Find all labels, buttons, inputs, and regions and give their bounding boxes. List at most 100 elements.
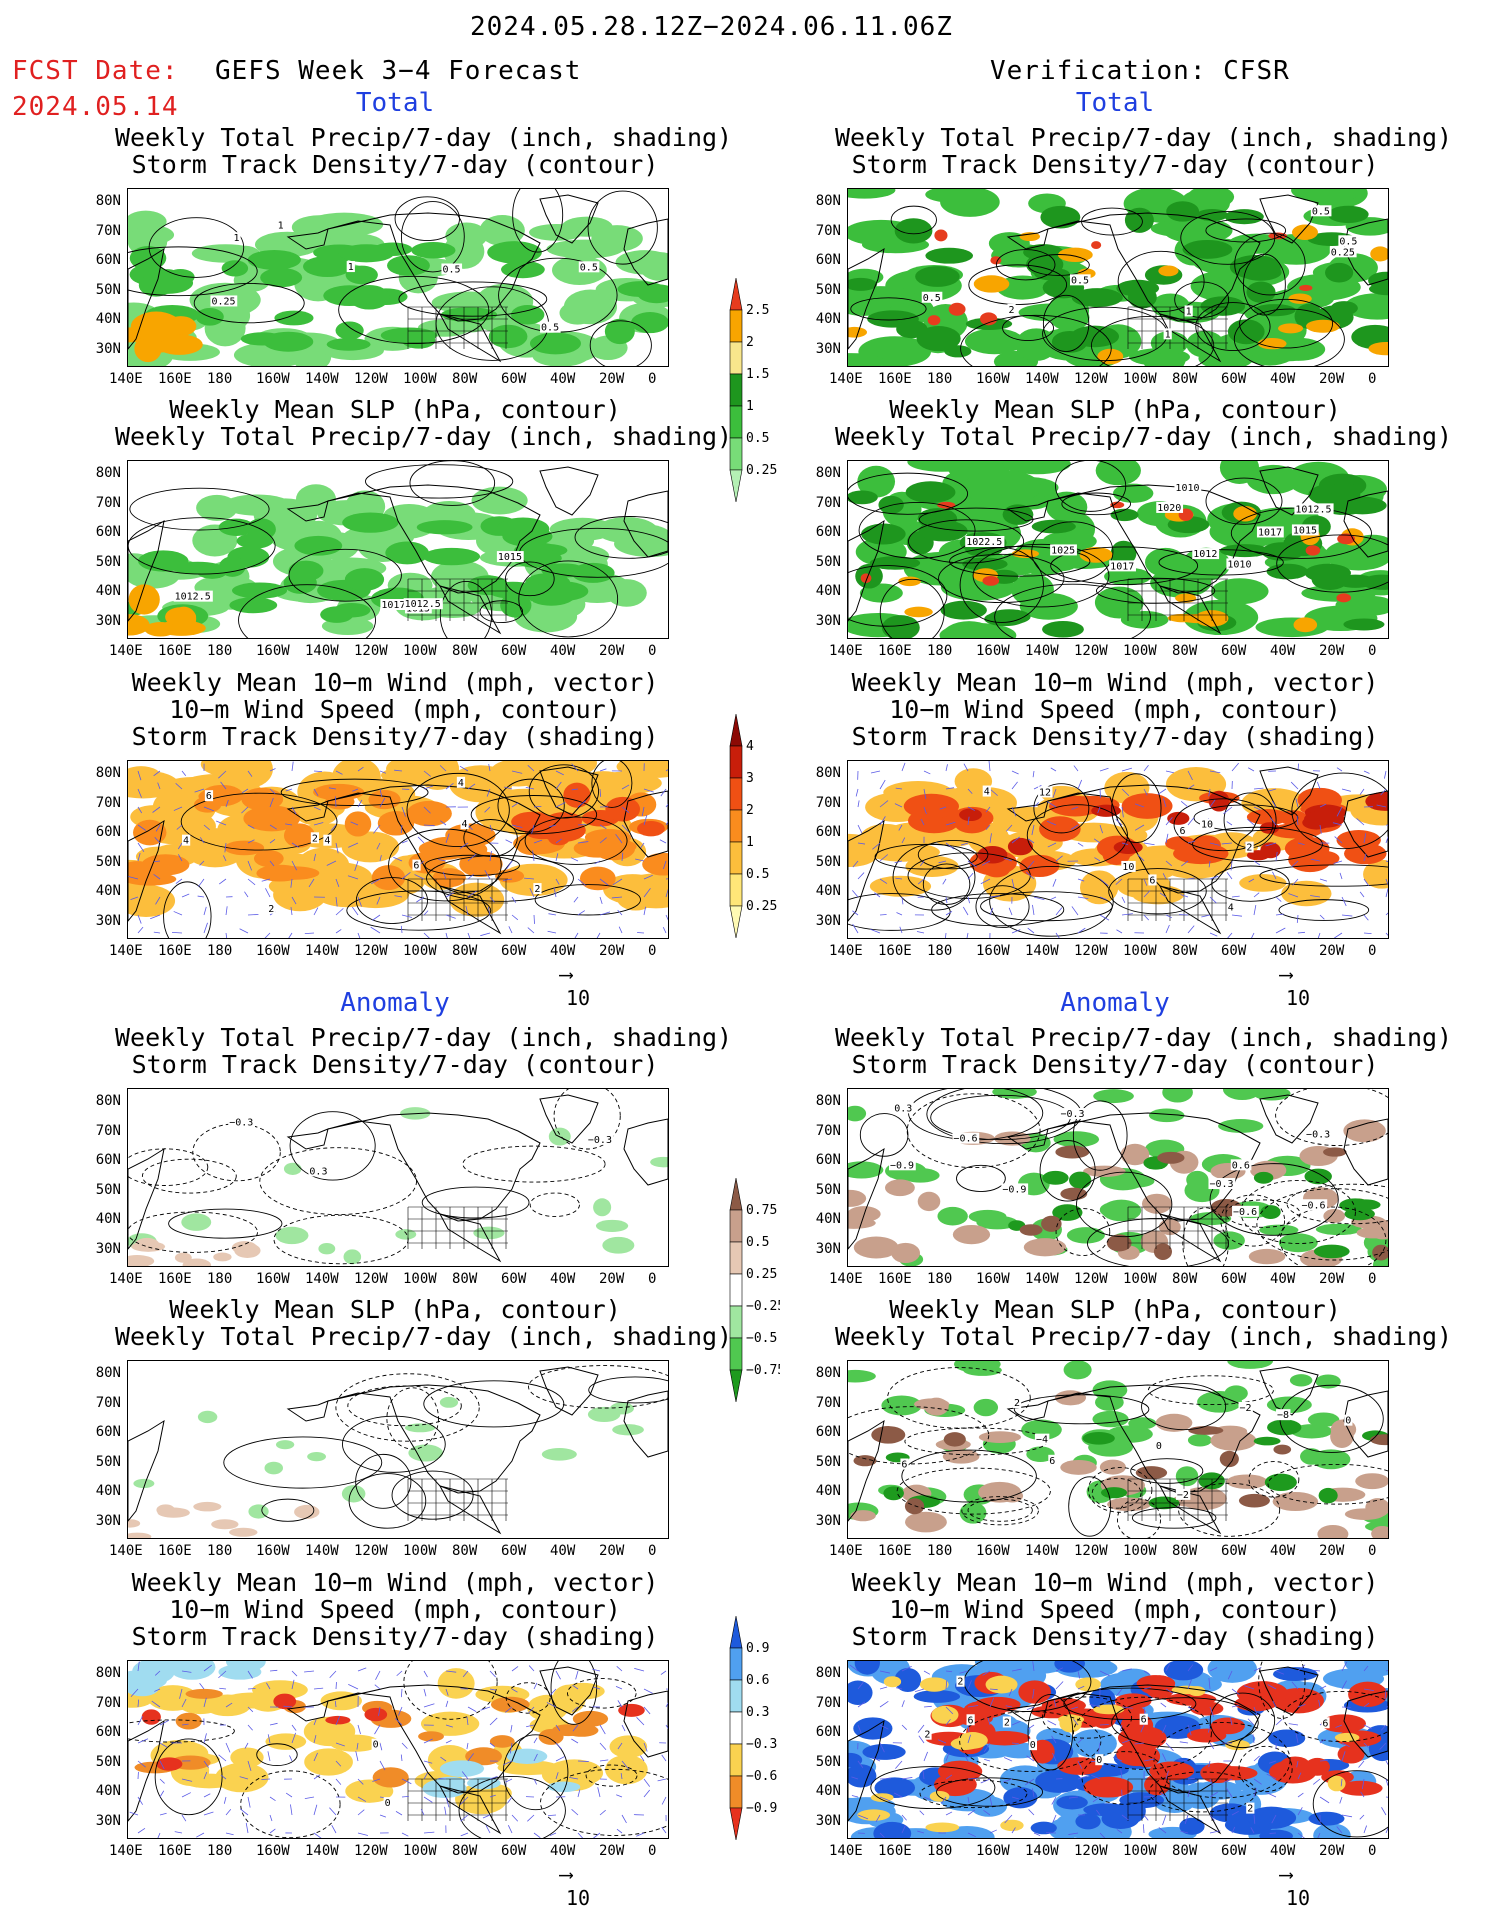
contour-line	[574, 516, 668, 559]
shading-cell	[1259, 1829, 1293, 1838]
shading-cell	[403, 761, 451, 783]
wind-vector	[225, 1832, 234, 1836]
shading-cell	[904, 1498, 925, 1515]
wind-vector	[852, 890, 859, 898]
wind-vector	[611, 896, 623, 899]
shading-cell	[588, 771, 662, 795]
shading-cell	[1361, 574, 1388, 590]
wind-vector	[372, 914, 381, 921]
wind-vector	[665, 1724, 668, 1729]
contour-line	[256, 1743, 298, 1767]
shading-cell	[925, 1822, 960, 1833]
wind-vector	[445, 932, 448, 938]
p10-lat-label: 40N	[815, 1211, 841, 1227]
wind-vector	[423, 1796, 433, 1803]
wind-vector	[1209, 896, 1217, 904]
p12-lon-label: 100W	[1123, 1843, 1157, 1859]
wind-vector	[569, 1776, 579, 1780]
p10-lat-label: 50N	[815, 1181, 841, 1198]
p10-title-line-2: Storm Track Density/7-day (contour)	[851, 1050, 1379, 1079]
p9-lon-label: 120W	[354, 1843, 388, 1859]
wind-vector	[423, 1831, 435, 1834]
contour-line	[409, 461, 496, 506]
contour-label: −0.3	[1060, 1109, 1084, 1120]
wind-vector	[1208, 1760, 1211, 1768]
wind-vector	[1073, 1719, 1079, 1726]
wind-vector	[291, 1724, 297, 1731]
contour-label: 0.5	[1071, 275, 1089, 286]
shading-cell	[1083, 1165, 1126, 1177]
wind-vector	[313, 770, 323, 772]
wind-vector	[1247, 767, 1255, 772]
p1-lon-label: 100W	[403, 371, 437, 387]
contour-line	[355, 1453, 412, 1509]
contour-label-bg	[1226, 558, 1254, 570]
wind-vector	[290, 878, 293, 888]
wind-vector	[660, 1670, 667, 1675]
wind-vector	[1119, 1724, 1123, 1732]
wind-vector	[599, 824, 607, 830]
wind-vector	[547, 930, 557, 934]
wind-vector	[489, 1794, 496, 1798]
shading-cell	[243, 805, 300, 832]
contour-line	[1087, 1218, 1229, 1266]
vector-ref-right-total: ⟶ 10	[1280, 962, 1310, 1010]
shading-cell	[380, 327, 437, 344]
contour-line	[1225, 1199, 1301, 1228]
p10-title-line-1: Weekly Total Precip/7-day (inch, shading…	[835, 1023, 1453, 1052]
contour-line	[1282, 1690, 1388, 1743]
wind-vector	[220, 1774, 227, 1780]
contour-label-bg	[204, 790, 214, 802]
p3-lon-label: 0	[648, 943, 657, 959]
contour-label-bg	[1208, 1178, 1236, 1190]
contour-label: 6	[1141, 1715, 1147, 1726]
wind-vector	[938, 860, 947, 864]
wind-vector	[1253, 787, 1264, 790]
shading-cell	[848, 833, 882, 868]
wind-vector	[1221, 842, 1233, 845]
wind-vector	[879, 1742, 885, 1753]
p5-lon-label: 160W	[976, 643, 1010, 659]
wind-vector	[985, 806, 991, 813]
wind-vector	[1026, 871, 1035, 880]
wind-vector	[1027, 860, 1035, 869]
shading-cell	[236, 533, 274, 549]
p9-lon-label: 40W	[550, 1843, 576, 1859]
shading-cell	[924, 1397, 949, 1416]
shading-cell	[1066, 1227, 1105, 1244]
coastline	[439, 1785, 502, 1835]
contour-line	[1081, 207, 1143, 236]
shading-cell	[1149, 1761, 1195, 1781]
coastline	[1343, 490, 1388, 558]
wind-vector	[393, 856, 403, 862]
wind-vector	[283, 1705, 293, 1708]
wind-vector	[1275, 913, 1284, 916]
contour-label-bg	[966, 1714, 975, 1726]
shading-cell	[338, 244, 395, 263]
shading-cell	[377, 811, 415, 836]
shading-cell	[1153, 1243, 1173, 1260]
wind-vector	[665, 878, 668, 880]
contour-label: 1020	[1157, 503, 1181, 514]
shading-cell	[1325, 262, 1354, 283]
wind-vector	[1341, 1661, 1348, 1672]
wind-vector	[269, 824, 277, 830]
p1-title-line-1: Weekly Total Precip/7-day (inch, shading…	[115, 123, 733, 152]
p1-lat-label: 60N	[95, 252, 121, 268]
wind-vector	[1296, 914, 1299, 923]
shading-cell	[1000, 1819, 1024, 1832]
coastline	[848, 819, 885, 922]
p7-title-line-1: Weekly Total Precip/7-day (inch, shading…	[115, 1023, 733, 1052]
shading-cell	[1246, 1806, 1297, 1829]
p12-title-line-2: 10−m Wind Speed (mph, contour)	[889, 1595, 1341, 1624]
wind-vector	[570, 857, 579, 862]
wind-vector	[313, 853, 316, 862]
wind-vector	[1296, 815, 1299, 826]
shading-cell	[1291, 224, 1318, 240]
contour-line	[1108, 868, 1207, 915]
shading-cell	[631, 312, 668, 334]
shading-cell	[919, 1677, 949, 1692]
shading-cell	[224, 840, 265, 856]
wind-vector	[1209, 842, 1220, 846]
shading-cell	[642, 852, 668, 876]
